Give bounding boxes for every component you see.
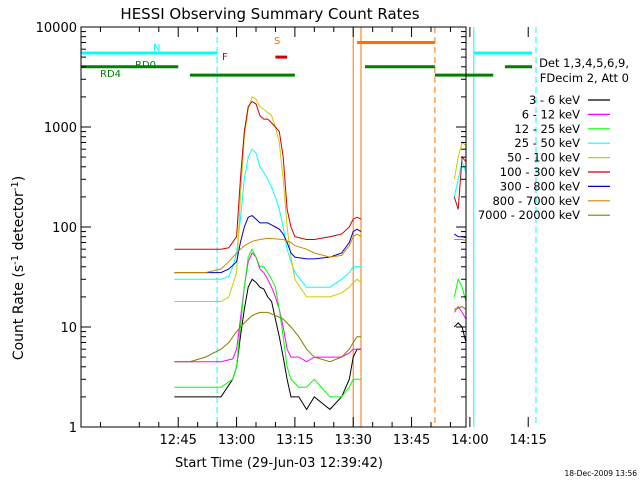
y-axis-label-exponent: -1 xyxy=(10,255,21,265)
x-tick-label: 13:00 xyxy=(218,433,255,448)
chart-title: HESSI Observing Summary Count Rates xyxy=(120,5,419,23)
y-axis-label-part: ) xyxy=(11,176,27,181)
x-tick-label: 13:30 xyxy=(334,433,371,448)
legend-label: 100 - 300 keV xyxy=(500,165,580,179)
x-tick-label: 13:15 xyxy=(276,433,313,448)
x-tick-label: 14:15 xyxy=(509,433,546,448)
series-line xyxy=(454,306,466,311)
legend-label: 12 - 25 keV xyxy=(514,122,580,136)
series-line xyxy=(453,277,466,303)
series-line xyxy=(174,233,362,274)
flag-label-n: N xyxy=(153,43,160,54)
axes: 1 10 100 1000 10000 12:45 13:00 13:15 13:30 13:45… xyxy=(36,21,547,448)
x-tick-label: 13:45 xyxy=(393,433,430,448)
flag-bars: N RD0 RD4 F S xyxy=(81,36,533,80)
y-tick-label: 1 xyxy=(69,421,77,436)
flag-label-rd4: RD4 xyxy=(100,69,121,80)
flag-label-s: S xyxy=(274,36,280,47)
y-axis-label: Count Rate (s-1 detector-1) xyxy=(10,176,27,360)
legend-header-line: FDecim 2, Att 0 xyxy=(540,71,629,85)
legend-label: 50 - 100 keV xyxy=(507,151,580,165)
series-line xyxy=(454,239,466,241)
vertical-markers xyxy=(216,27,537,427)
legend-label: 7000 - 20000 keV xyxy=(478,208,580,222)
footer-date: 18-Dec-2009 13:56 xyxy=(564,469,637,478)
legend-label: 3 - 6 keV xyxy=(529,93,580,107)
series-line xyxy=(453,155,466,210)
series-line xyxy=(174,100,362,250)
series-line xyxy=(174,248,361,398)
series-line xyxy=(453,322,466,345)
series-line xyxy=(174,215,362,274)
x-tick-label: 14:00 xyxy=(451,433,488,448)
series-line xyxy=(174,252,361,363)
y-axis-label-part: detector xyxy=(11,191,27,255)
flag-label-rd0: RD0 xyxy=(135,60,156,71)
plot-frame xyxy=(80,26,467,428)
x-axis-label: Start Time (29-Jun-03 12:39:42) xyxy=(175,456,383,471)
y-axis-label-part: Count Rate (s xyxy=(11,265,27,360)
series-line xyxy=(174,311,361,363)
legend-header-line: Det 1,3,4,5,6,9, xyxy=(539,56,629,70)
y-tick-label: 1000 xyxy=(44,121,77,136)
flag-label-f: F xyxy=(222,52,228,63)
legend-label: 800 - 7000 keV xyxy=(492,194,580,208)
series-line xyxy=(453,159,466,198)
legend-label: 6 - 12 keV xyxy=(522,107,580,121)
y-tick-label: 100 xyxy=(52,221,77,236)
legend-label: 300 - 800 keV xyxy=(500,179,580,193)
y-tick-label: 10000 xyxy=(36,21,77,36)
x-tick-label: 12:45 xyxy=(159,433,196,448)
series-line xyxy=(453,305,466,321)
legend-label: 25 - 50 keV xyxy=(514,136,580,150)
series-lines xyxy=(174,96,466,411)
series-line xyxy=(174,96,362,302)
y-tick-label: 10 xyxy=(60,321,77,336)
series-line xyxy=(453,141,466,180)
series-line xyxy=(174,278,361,411)
y-axis-label-exponent: -1 xyxy=(10,181,21,191)
series-line xyxy=(174,148,361,288)
